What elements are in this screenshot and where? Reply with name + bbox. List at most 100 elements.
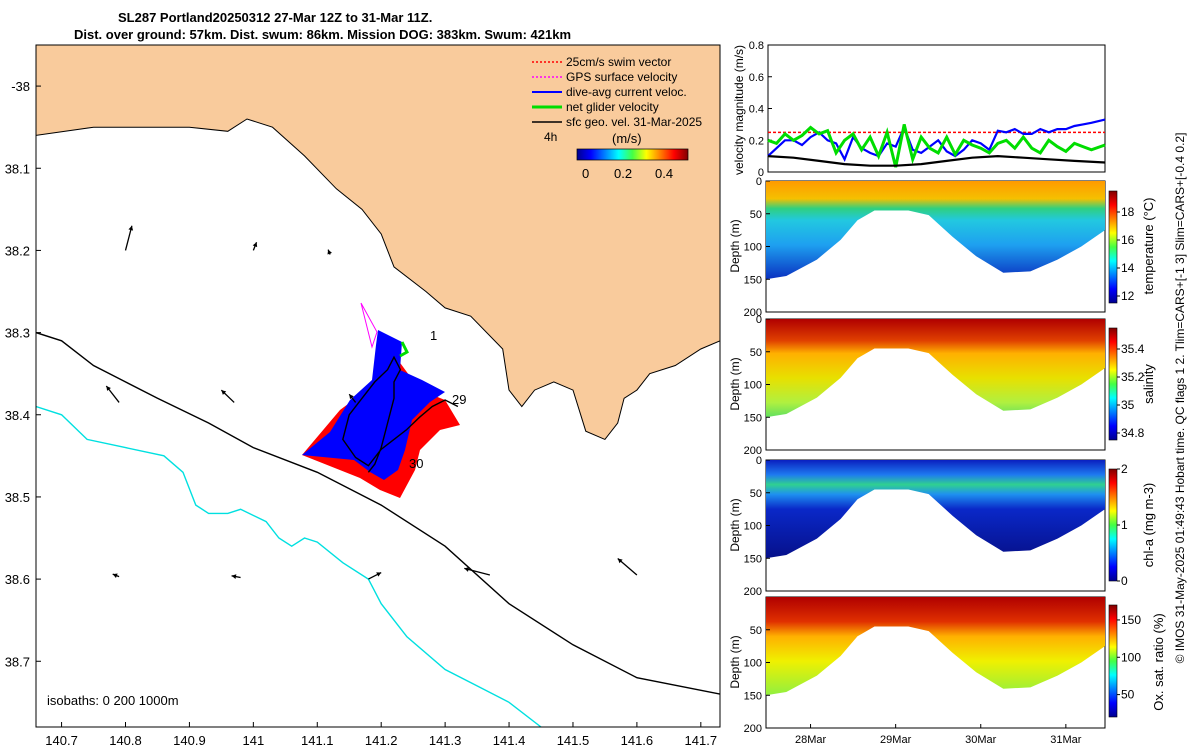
- colorbar-tick-label: 16: [1121, 233, 1135, 247]
- depth-tick-label: 200: [744, 307, 762, 319]
- colorbar-tick-label: 14: [1121, 261, 1135, 275]
- chla-colorbar: [1108, 468, 1118, 582]
- oxygen-section: [766, 597, 1105, 696]
- map-y-tick-label: 38.2: [5, 243, 30, 258]
- oxygen-ylabel: Depth (m): [728, 635, 742, 688]
- velocity-y-tick-label: 0.8: [749, 40, 764, 52]
- sfc-geo-arrowhead: [112, 573, 118, 578]
- gps-surface-velocity-vector: [360, 302, 378, 349]
- salinity-colorbar: [1108, 327, 1118, 441]
- velocity-y-tick-label: 0: [758, 167, 764, 179]
- time-tick-label: 29Mar: [880, 734, 912, 746]
- velocity-y-tick-label: 0.2: [749, 135, 764, 147]
- map-x-tick-label: 141.4: [493, 733, 526, 748]
- map-x-tick-label: 141.7: [685, 733, 718, 748]
- velocity-ylabel: velocity magnitude (m/s): [732, 45, 746, 175]
- colorbar-tick-label: 35.4: [1121, 342, 1145, 356]
- time-tick-label: 28Mar: [795, 734, 827, 746]
- depth-tick-label: 100: [744, 242, 762, 254]
- temperature-ylabel: Depth (m): [728, 219, 742, 272]
- temperature-colorbar: [1108, 190, 1118, 304]
- sfc-geo-arrowhead: [221, 390, 227, 395]
- sfc-geo-arrowhead: [252, 242, 258, 248]
- oxygen-colorbar: [1108, 604, 1118, 718]
- track-label-29: 29: [452, 392, 466, 407]
- chla-section: [766, 460, 1105, 559]
- colorbar-tick-label: 2: [1121, 462, 1128, 476]
- temperature-y-axis: 0 50 100 150 200: [744, 176, 770, 319]
- oxygen-colorbar-ticks: 50 100 150: [1117, 613, 1141, 702]
- sfc-geo-arrowhead: [231, 574, 237, 579]
- colorbar-tick-0: 0: [582, 166, 589, 181]
- chla-ylabel: Depth (m): [728, 498, 742, 551]
- salinity-y-axis: 0 50 100 150 200: [744, 314, 770, 457]
- track-label-start: 1: [430, 328, 437, 343]
- legend-current-label: dive-avg current veloc.: [566, 85, 687, 99]
- isobaths-note: isobaths: 0 200 1000m: [47, 693, 179, 708]
- sfc-geo-arrowhead: [128, 225, 134, 231]
- velocity-y-tick-label: 0.4: [749, 104, 764, 116]
- colorbar-tick-label: 50: [1121, 688, 1135, 702]
- temperature-section: [766, 181, 1105, 280]
- map-y-tick-label: 38.1: [5, 161, 30, 176]
- chla-colorbar-ticks: 0 1 2: [1117, 462, 1128, 588]
- oxygen-cbar-label: Ox. sat. ratio (%): [1151, 613, 1166, 711]
- salinity-section: [766, 319, 1105, 418]
- colorbar-tick-label: 0: [1121, 574, 1128, 588]
- velocity-y-tick-label: 0.6: [749, 72, 764, 84]
- map-y-tick-label: 38.7: [5, 654, 30, 669]
- depth-tick-label: 50: [750, 209, 762, 221]
- net-glider-velocity-vector: [399, 341, 409, 358]
- map-y-tick-label: 38.4: [5, 408, 30, 423]
- salinity-colorbar-ticks: 34.8 35 35.2 35.4: [1117, 342, 1145, 440]
- depth-tick-label: 0: [756, 455, 762, 467]
- depth-tick-label: 100: [744, 521, 762, 533]
- legend-net-label: net glider velocity: [566, 100, 659, 114]
- map-x-tick-label: 141.2: [365, 733, 398, 748]
- depth-tick-label: 200: [744, 586, 762, 598]
- colorbar-tick-label: 12: [1121, 289, 1135, 303]
- depth-tick-label: 150: [744, 412, 762, 424]
- depth-tick-label: 150: [744, 553, 762, 565]
- depth-tick-label: 50: [750, 625, 762, 637]
- depth-tick-label: 150: [744, 274, 762, 286]
- map-y-tick-label: 38.6: [5, 572, 30, 587]
- velocity-series-net-glider: [767, 124, 1106, 168]
- colorbar-tick-2: 0.4: [655, 166, 673, 181]
- velocity-series-sfc-geo: [767, 154, 1106, 167]
- salinity-ylabel: Depth (m): [728, 357, 742, 410]
- map-x-tick-label: 141: [242, 733, 264, 748]
- depth-tick-label: 0: [756, 176, 762, 188]
- sfc-geo-arrowhead: [327, 249, 332, 255]
- map-x-tick-label: 141.3: [429, 733, 462, 748]
- temperature-panel: 0 50 100 150 200 Depth (m) 12 14 16 18 temperat…: [728, 176, 1156, 319]
- depth-tick-label: 0: [756, 314, 762, 326]
- glider-track: [342, 355, 459, 473]
- current-vector-fan: [302, 330, 445, 480]
- velocity-series-current: [767, 118, 1106, 162]
- map-frame: [35, 44, 721, 728]
- depth-tick-label: 200: [744, 723, 762, 735]
- colorbar-tick-label: 35.2: [1121, 370, 1145, 384]
- map-y-axis: -38 38.1 38.2 38.3 38.4 38.5 38.6 38.7: [5, 79, 41, 669]
- map-y-tick-label: -38: [11, 79, 30, 94]
- velocity-y-axis: 0 0.2 0.4 0.6 0.8: [749, 40, 772, 179]
- legend-sfcgeo-label: sfc geo. vel. 31-Mar-2025: [566, 115, 702, 129]
- track-label-30: 30: [409, 456, 423, 471]
- temperature-colorbar-ticks: 12 14 16 18: [1117, 205, 1135, 303]
- colorbar-tick-label: 35: [1121, 398, 1135, 412]
- time-step-label: 4h: [544, 130, 557, 144]
- sfc-geo-velocity-arrows: [105, 225, 638, 580]
- depth-tick-label: 50: [750, 488, 762, 500]
- map-x-tick-label: 141.1: [301, 733, 334, 748]
- depth-tick-label: 150: [744, 690, 762, 702]
- velocity-panel: 0 0.2 0.4 0.6 0.8 velocity magnitude (m/s): [732, 40, 1106, 179]
- depth-tick-label: 50: [750, 347, 762, 359]
- isobath-200m: [36, 331, 720, 695]
- plot-title-line-2: Dist. over ground: 57km. Dist. swum: 86k…: [74, 27, 572, 42]
- depth-tick-label: 200: [744, 445, 762, 457]
- map-legend: 25cm/s swim vector GPS surface velocity …: [532, 55, 702, 181]
- oxygen-panel: 50 100 150 200 Depth (m) 50 100 150 Ox. sat. …: [728, 596, 1166, 746]
- map-y-tick-label: 38.5: [5, 490, 30, 505]
- legend-swim-label: 25cm/s swim vector: [566, 55, 671, 69]
